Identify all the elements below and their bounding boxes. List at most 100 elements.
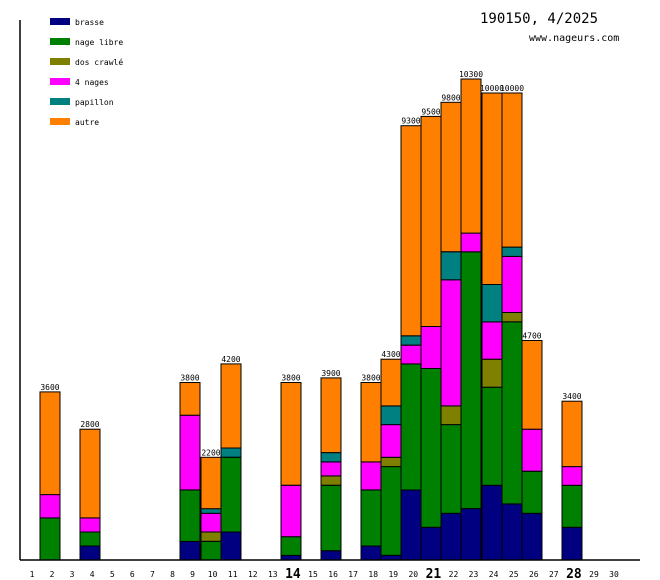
legend-label: 4 nages [75,78,109,87]
value-label-day-11: 4200 [221,355,240,364]
x-tick-label: 25 [509,570,519,579]
bar-segment-4-nages-day-28 [561,466,583,486]
bars [39,78,583,561]
bar-segment-nage-libre-day-14 [280,536,302,556]
legend: brasse nage libre dos crawlé 4 nages papillo… [50,18,123,127]
bar-segment-4-nages-day-24 [481,321,503,360]
bar-segment-dos-crawlé-day-16 [320,475,342,486]
bar-segment-4-nages-day-21 [420,326,442,369]
bar-segment-brasse-day-28 [561,526,583,561]
bar-segment-papillon-day-16 [320,452,342,463]
bar-segment-nage-libre-day-26 [521,470,543,514]
x-tick-label: 3 [70,570,75,579]
bar-segment-nage-libre-day-25 [501,321,523,505]
bar-segment-brasse-day-4 [79,545,101,561]
bar-segment-papillon-day-24 [481,284,503,323]
legend-swatch-nage-libre [50,38,70,45]
legend-swatch-dos-crawlé [50,58,70,65]
x-tick-label: 11 [228,570,238,579]
bar-segment-autre-day-18 [360,382,382,463]
value-label-day-2: 3600 [40,383,59,392]
bar-segment-dos-crawlé-day-25 [501,312,523,323]
bar-segment-4-nages-day-2 [39,494,61,519]
bar-segment-papillon-day-25 [501,246,523,257]
legend-label: papillon [75,98,114,107]
bar-segment-autre-day-23 [460,78,482,234]
bar-segment-brasse-day-20 [400,489,422,561]
bar-segment-nage-libre-day-28 [561,484,583,528]
x-tick-label: 18 [368,570,378,579]
x-tick-label: 10 [208,570,218,579]
bar-segment-papillon-day-20 [400,335,422,346]
value-label-day-19: 4300 [381,350,400,359]
bar-segment-nage-libre-day-24 [481,386,503,486]
bar-segment-4-nages-day-4 [79,517,101,533]
x-tick-label: 13 [268,570,278,579]
value-label-day-4: 2800 [80,420,99,429]
legend-swatch-autre [50,118,70,125]
x-tick-label: 30 [609,570,619,579]
value-label-day-10: 2200 [201,448,220,457]
bar-segment-nage-libre-day-23 [460,251,482,510]
bar-segment-4-nages-day-20 [400,344,422,365]
bar-segment-nage-libre-day-10 [200,540,222,561]
bar-segment-papillon-day-19 [380,405,402,426]
bar-segment-autre-day-25 [501,92,523,248]
legend-label: brasse [75,18,104,27]
bar-segment-4-nages-day-16 [320,461,342,477]
x-tick-label: 6 [130,570,135,579]
bar-segment-nage-libre-day-22 [440,424,462,514]
bar-segment-dos-crawlé-day-19 [380,456,402,468]
chart-title: 190150, 4/2025 [480,11,598,27]
x-tick-label: 29 [589,570,599,579]
bar-segment-nage-libre-day-18 [360,489,382,547]
bar-segment-4-nages-day-26 [521,428,543,472]
x-tick-label: 16 [328,570,338,579]
bar-segment-brasse-day-24 [481,484,503,561]
bar-segment-autre-day-11 [220,363,242,449]
bar-segment-dos-crawlé-day-10 [200,531,222,542]
x-tick-label: 15 [308,570,318,579]
value-label-day-22: 9800 [441,93,460,102]
value-label-day-14: 3800 [281,374,300,383]
value-label-day-23: 10300 [459,70,483,79]
x-tick-label: 21 [426,567,442,580]
bar-segment-autre-day-9 [179,382,201,416]
bar-segment-brasse-day-18 [360,545,382,561]
bar-segment-papillon-day-10 [200,508,222,514]
legend-label: autre [75,118,99,127]
bar-segment-brasse-day-9 [179,540,201,561]
x-tick-label: 2 [50,570,55,579]
x-tick-label: 14 [285,567,301,580]
bar-segment-autre-day-24 [481,92,503,285]
value-label-day-9: 3800 [180,374,199,383]
bar-segment-brasse-day-26 [521,512,543,561]
legend-swatch-papillon [50,98,70,105]
x-tick-label: 7 [150,570,155,579]
x-tick-label: 26 [529,570,539,579]
bar-segment-nage-libre-day-19 [380,466,402,556]
value-label-day-26: 4700 [522,332,541,341]
bar-segment-4-nages-day-9 [179,414,201,491]
bar-segment-dos-crawlé-day-22 [440,405,462,426]
value-labels: 3600 2800 3800 2200 4200 3800 3900 3800 4300 9300… [40,70,581,457]
bar-segment-4-nages-day-18 [360,461,382,491]
bar-segment-papillon-day-11 [220,447,242,458]
legend-label: dos crawlé [75,57,123,67]
value-label-day-21: 9500 [421,107,440,116]
bar-segment-autre-day-14 [280,382,302,486]
value-label-day-24: 10000 [480,84,504,93]
bar-segment-4-nages-day-23 [460,232,482,253]
bar-segment-autre-day-21 [420,115,442,328]
x-tick-label: 22 [449,570,459,579]
bar-segment-autre-day-19 [380,358,402,407]
x-tick-label: 5 [110,570,115,579]
x-tick-label: 4 [90,570,95,579]
legend-label: nage libre [75,38,123,47]
value-label-day-20: 9300 [401,117,420,126]
x-tick-label: 23 [469,570,479,579]
bar-segment-4-nages-day-22 [440,279,462,407]
bar-segment-autre-day-10 [200,456,222,510]
x-tick-label: 20 [408,570,418,579]
